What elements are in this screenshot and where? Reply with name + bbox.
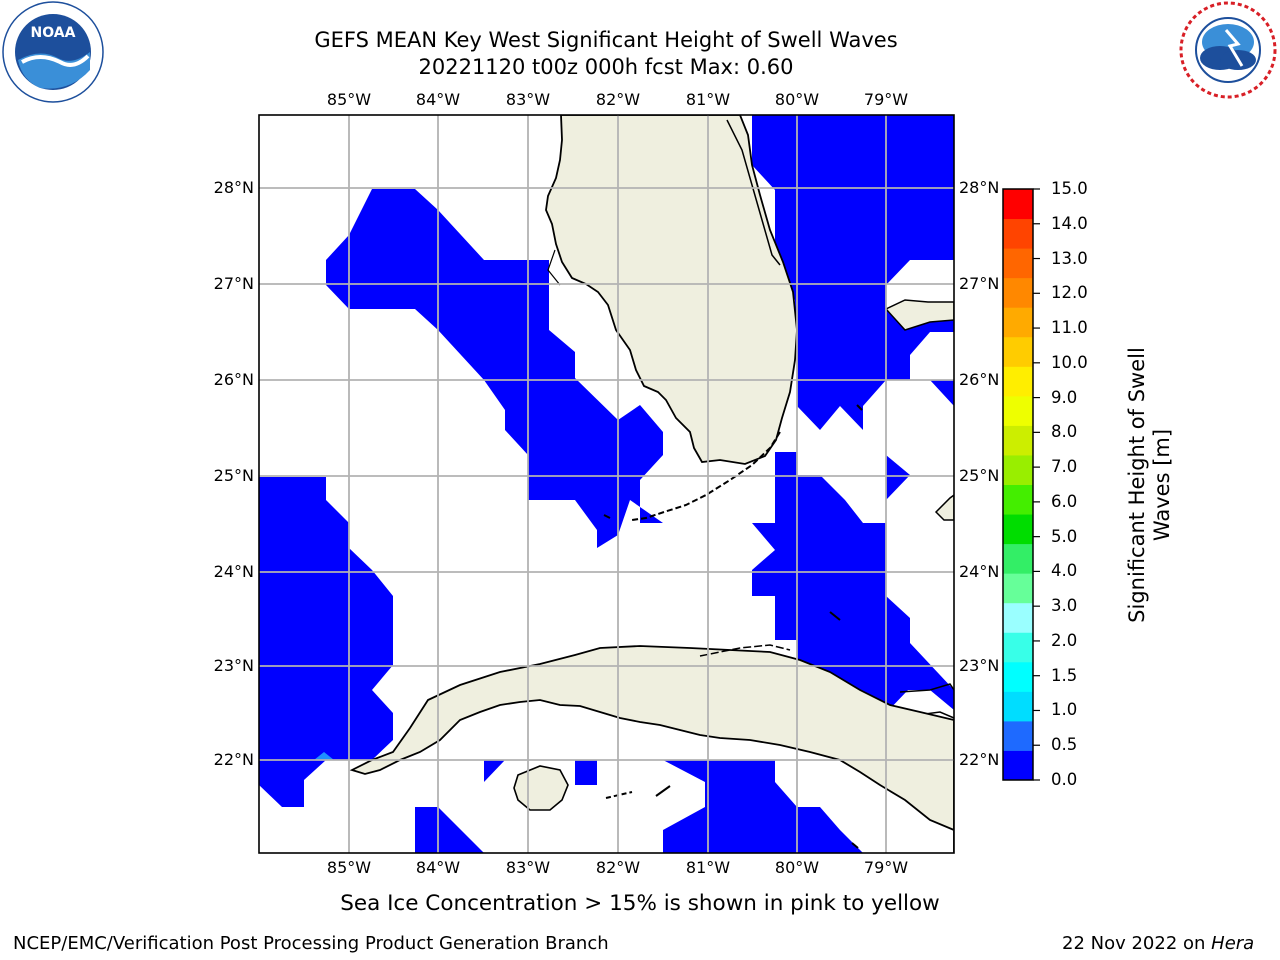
colorbar-segment bbox=[1003, 189, 1033, 220]
colorbar-segment bbox=[1003, 661, 1033, 692]
colorbar-frame bbox=[1002, 188, 1034, 781]
colorbar-segment bbox=[1003, 573, 1033, 604]
colorbar-segment bbox=[1003, 425, 1033, 456]
colorbar-tick-label: 14.0 bbox=[1051, 213, 1088, 233]
colorbar-tick-label: 10.0 bbox=[1051, 352, 1088, 372]
colorbar-tick-label: 4.0 bbox=[1051, 561, 1078, 581]
lat-label-right: 28°N bbox=[959, 178, 1000, 197]
colorbar-segment bbox=[1003, 248, 1033, 279]
colorbar-tick-label: 13.0 bbox=[1051, 248, 1088, 268]
colorbar-tick-label: 1.5 bbox=[1051, 665, 1078, 685]
lon-label-bottom: 83°W bbox=[505, 858, 551, 877]
footer-date: 22 Nov 2022 on Hera bbox=[1062, 933, 1255, 954]
chart-title-line2: 20221120 t00z 000h fcst Max: 0.60 bbox=[418, 55, 794, 79]
nws-logo-icon bbox=[1179, 1, 1277, 99]
colorbar-tick-label: 3.0 bbox=[1051, 596, 1078, 616]
lat-label-right: 22°N bbox=[959, 750, 1000, 769]
lon-label-top: 81°W bbox=[685, 90, 731, 109]
lat-label-right: 24°N bbox=[959, 562, 1000, 581]
graticule bbox=[259, 115, 954, 853]
colorbar-tick-label: 5.0 bbox=[1051, 526, 1078, 546]
colorbar-tick-label: 8.0 bbox=[1051, 422, 1078, 442]
lon-label-top: 84°W bbox=[415, 90, 461, 109]
lon-label-bottom: 79°W bbox=[863, 858, 909, 877]
florida-landmass bbox=[545, 115, 798, 465]
footer-branch: NCEP/EMC/Verification Post Processing Pr… bbox=[13, 933, 609, 954]
colorbar-segment bbox=[1003, 277, 1033, 308]
colorbar-segment bbox=[1003, 336, 1033, 367]
lat-label-left: 23°N bbox=[213, 656, 254, 675]
colorbar-tick-label: 1.0 bbox=[1051, 700, 1078, 720]
colorbar-tick-label: 7.0 bbox=[1051, 457, 1078, 477]
colorbar-segment bbox=[1003, 307, 1033, 338]
colorbar-segment bbox=[1003, 632, 1033, 663]
lon-label-bottom: 80°W bbox=[774, 858, 820, 877]
lat-label-right: 27°N bbox=[959, 274, 1000, 293]
colorbar-segment bbox=[1003, 720, 1033, 751]
colorbar-tick-label: 0.5 bbox=[1051, 735, 1078, 755]
lat-label-left: 27°N bbox=[213, 274, 254, 293]
noaa-logo-icon: NOAA bbox=[2, 1, 104, 103]
lon-label-top: 85°W bbox=[326, 90, 372, 109]
noaa-logo-text: NOAA bbox=[31, 25, 76, 41]
colorbar-segment bbox=[1003, 543, 1033, 574]
colorbar-tick-label: 0.0 bbox=[1051, 770, 1078, 789]
colorbar-segment bbox=[1003, 395, 1033, 426]
colorbar bbox=[1002, 188, 1040, 781]
lon-label-top: 80°W bbox=[774, 90, 820, 109]
colorbar-segment bbox=[1003, 484, 1033, 515]
colorbar-segment bbox=[1003, 691, 1033, 722]
colorbar-tick-label: 6.0 bbox=[1051, 491, 1078, 511]
lat-label-left: 26°N bbox=[213, 370, 254, 389]
lat-label-left: 28°N bbox=[213, 178, 254, 197]
lon-label-top: 83°W bbox=[505, 90, 551, 109]
lat-label-right: 25°N bbox=[959, 466, 1000, 485]
colorbar-tick-label: 12.0 bbox=[1051, 283, 1088, 303]
colorbar-segment bbox=[1003, 602, 1033, 633]
colorbar-label: Significant Height of Swell Waves [m] bbox=[1125, 347, 1174, 623]
map-frame bbox=[258, 114, 955, 854]
chart-title-line1: GEFS MEAN Key West Significant Height of… bbox=[314, 28, 898, 52]
colorbar-tick-label: 11.0 bbox=[1051, 318, 1088, 338]
lon-label-bottom: 81°W bbox=[685, 858, 731, 877]
lon-label-bottom: 82°W bbox=[595, 858, 641, 877]
swell-0.5-1m-region bbox=[314, 752, 334, 760]
cuba-landmass bbox=[349, 645, 954, 853]
colorbar-tick-label: 15.0 bbox=[1051, 179, 1088, 198]
lat-label-left: 24°N bbox=[213, 562, 254, 581]
colorbar-segment bbox=[1003, 514, 1033, 545]
lat-label-right: 26°N bbox=[959, 370, 1000, 389]
lon-label-bottom: 84°W bbox=[415, 858, 461, 877]
colorbar-tick-label: 9.0 bbox=[1051, 387, 1078, 407]
colorbar-tick-label: 2.0 bbox=[1051, 630, 1078, 650]
swell-0-0.5m-region bbox=[259, 115, 954, 853]
lat-label-left: 25°N bbox=[213, 466, 254, 485]
lat-label-right: 23°N bbox=[959, 656, 1000, 675]
lon-label-top: 79°W bbox=[863, 90, 909, 109]
lon-label-top: 82°W bbox=[595, 90, 641, 109]
colorbar-segment bbox=[1003, 218, 1033, 249]
colorbar-segment bbox=[1003, 750, 1033, 781]
lat-label-left: 22°N bbox=[213, 750, 254, 769]
sea-ice-note: Sea Ice Concentration > 15% is shown in … bbox=[340, 891, 940, 916]
colorbar-segment bbox=[1003, 454, 1033, 485]
lon-label-bottom: 85°W bbox=[326, 858, 372, 877]
colorbar-segment bbox=[1003, 366, 1033, 397]
